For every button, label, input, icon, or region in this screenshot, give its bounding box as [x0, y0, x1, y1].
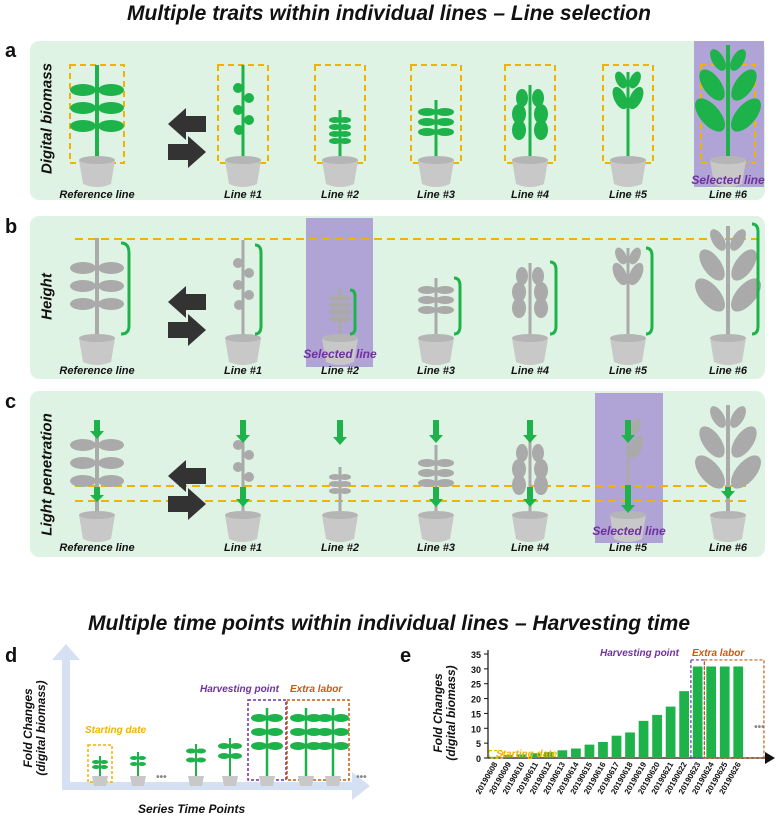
e-harvest-label: Harvesting point: [600, 648, 679, 659]
top-title: Multiple traits within individual lines …: [127, 2, 651, 25]
y-tick-label: 35: [471, 650, 481, 660]
panel-b-plants: [70, 222, 761, 365]
y-tick-label: 5: [476, 739, 481, 749]
bar: [679, 691, 690, 758]
panel-c-plants: [70, 405, 761, 542]
b-line-label: Line #6: [709, 365, 747, 377]
d-x-label: Series Time Points: [138, 802, 246, 816]
b-line-label: Line #3: [417, 365, 455, 377]
b-line-label: Line #2: [321, 365, 359, 377]
c-selected-label: Selected line: [592, 524, 666, 538]
b-line-label: Line #4: [511, 365, 549, 377]
bar: [557, 750, 568, 758]
bar: [692, 666, 703, 758]
bar: [652, 714, 662, 758]
bar: [638, 720, 649, 758]
d-harvest-label: Harvesting point: [200, 684, 279, 695]
y-tick-label: 10: [471, 724, 481, 734]
d-ellipsis-2: •••: [356, 772, 367, 783]
bar: [571, 748, 581, 758]
panel-b-letter: b: [5, 216, 18, 238]
e-starting-label: Starting date: [496, 749, 558, 760]
panel-d-letter: d: [5, 645, 18, 667]
b-line-label: Line #1: [224, 365, 262, 377]
y-tick-label: 20: [471, 695, 481, 705]
bar: [625, 732, 635, 758]
a-line-label: Reference line: [59, 189, 135, 201]
panel-e-letter: e: [400, 645, 412, 667]
a-line-label: Line #3: [417, 189, 455, 201]
a-selected-label: Selected line: [691, 173, 765, 187]
panel-a-plants: [69, 45, 761, 187]
c-line-label: Line #4: [511, 542, 549, 554]
c-line-label: Line #1: [224, 542, 262, 554]
bar: [733, 666, 744, 758]
e-extra-label: Extra labor: [692, 648, 745, 659]
c-line-label: Line #5: [609, 542, 647, 554]
panel-d-diagram: [52, 644, 370, 800]
y-tick-label: 25: [471, 680, 481, 690]
panel-c-letter: c: [5, 391, 17, 413]
d-starting-label: Starting date: [85, 725, 147, 736]
c-line-label: Line #2: [321, 542, 359, 554]
y-tick-label: 15: [471, 709, 481, 719]
bar: [611, 735, 622, 758]
x-axis-arrowhead: [765, 752, 775, 764]
traits-diagram: [69, 41, 764, 543]
a-line-label: Line #4: [511, 189, 549, 201]
b-line-label: Reference line: [59, 365, 135, 377]
d-extra-label: Extra labor: [290, 684, 343, 695]
y-tick-label: 30: [471, 665, 481, 675]
b-line-label: Line #5: [609, 365, 647, 377]
bar: [543, 752, 554, 758]
bar: [516, 754, 527, 758]
b-selected-label: Selected line: [303, 347, 377, 361]
a-line-label: Line #6: [709, 189, 747, 201]
y-tick-label: 0: [476, 754, 481, 764]
d-ellipsis-1: •••: [156, 772, 167, 783]
a-line-label: Line #5: [609, 189, 647, 201]
bar: [584, 744, 595, 758]
e-ellipsis: •••: [754, 722, 765, 733]
bar: [706, 666, 717, 758]
panel-a-letter: a: [5, 40, 17, 62]
bar: [719, 666, 730, 758]
c-line-label: Line #3: [417, 542, 455, 554]
bar: [598, 741, 608, 758]
a-line-label: Line #2: [321, 189, 359, 201]
bar: [503, 755, 514, 758]
extra-box: [703, 659, 765, 759]
bar: [665, 706, 676, 758]
c-line-label: Reference line: [59, 542, 135, 554]
bar: [489, 756, 500, 758]
bottom-title: Multiple time points within individual l…: [87, 612, 691, 635]
starting-box: [488, 749, 504, 759]
bar: [530, 753, 541, 758]
a-line-label: Line #1: [224, 189, 262, 201]
c-line-label: Line #6: [709, 542, 747, 554]
